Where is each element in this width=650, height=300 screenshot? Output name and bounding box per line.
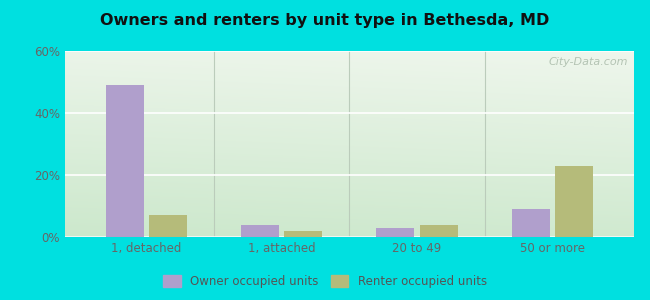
Bar xyxy=(376,228,415,237)
Bar xyxy=(555,166,593,237)
Bar xyxy=(512,209,550,237)
Legend: Owner occupied units, Renter occupied units: Owner occupied units, Renter occupied un… xyxy=(159,270,491,292)
Text: Owners and renters by unit type in Bethesda, MD: Owners and renters by unit type in Bethe… xyxy=(100,14,550,28)
Bar xyxy=(420,225,458,237)
Bar xyxy=(241,225,279,237)
Bar xyxy=(149,215,187,237)
Text: City-Data.com: City-Data.com xyxy=(549,57,628,67)
Bar xyxy=(285,231,322,237)
Bar xyxy=(105,85,144,237)
